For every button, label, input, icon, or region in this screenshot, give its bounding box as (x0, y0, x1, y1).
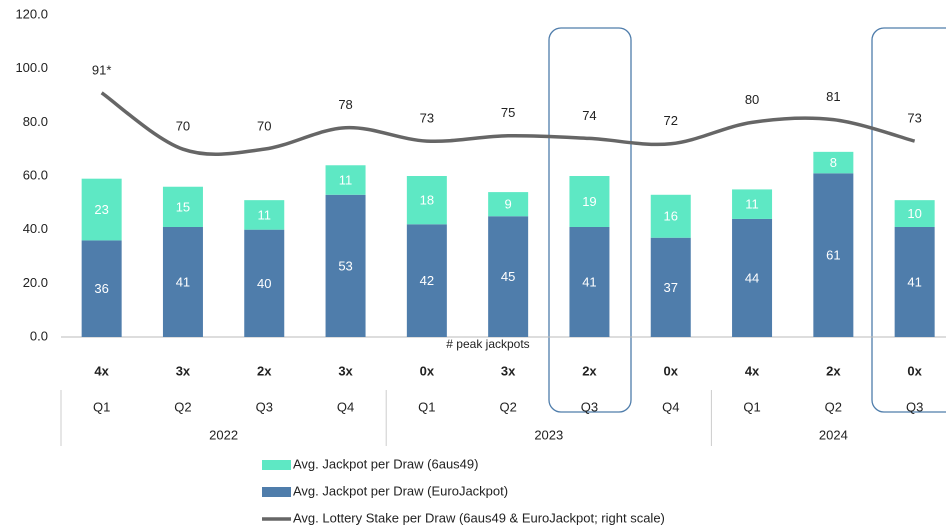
peak-count: 2x (826, 363, 841, 378)
highlight-box (548, 27, 632, 413)
line (100, 91, 916, 157)
line-value-label: 73 (907, 111, 921, 126)
y-tick-label: 100.0 (15, 60, 48, 75)
y-tick-label: 40.0 (23, 221, 48, 236)
bar (162, 226, 203, 337)
bar (81, 178, 122, 241)
bar-value-label: 18 (420, 193, 434, 208)
bar-value-label: 41 (907, 274, 921, 289)
bar (325, 194, 366, 337)
highlight-box (871, 27, 946, 413)
bar (488, 216, 529, 337)
legend-swatch (262, 487, 291, 497)
peak-count: 3x (176, 363, 191, 378)
bar (325, 165, 366, 195)
peak-count: 2x (582, 363, 597, 378)
bar-value-label: 23 (94, 202, 108, 217)
bar (406, 224, 447, 337)
line-value-label: 72 (664, 113, 678, 128)
legend-label: Avg. Lottery Stake per Draw (6aus49 & Eu… (293, 510, 665, 525)
line-value-label: 78 (338, 97, 352, 112)
x-tick-label: Q4 (662, 399, 679, 414)
peak-label: # peak jackpots (446, 337, 529, 351)
line-value-label: 73 (420, 111, 434, 126)
bar (732, 189, 773, 219)
bar (81, 240, 122, 337)
line-value-label: 80 (745, 92, 759, 107)
bar-value-label: 41 (176, 274, 190, 289)
peak-count: 0x (664, 363, 679, 378)
y-tick-label: 80.0 (23, 114, 48, 129)
x-tick-label: Q2 (825, 399, 842, 414)
peak-count: 0x (420, 363, 435, 378)
x-tick-label: Q3 (906, 399, 923, 414)
peak-count: 4x (94, 363, 109, 378)
y-tick-label: 0.0 (30, 328, 48, 343)
group-label: 2022 (209, 427, 238, 442)
line-value-label: 70 (257, 119, 271, 134)
bar (244, 200, 285, 230)
peak-count: 3x (338, 363, 353, 378)
bar-value-label: 36 (94, 281, 108, 296)
bar (488, 192, 529, 217)
bar-value-label: 53 (338, 258, 352, 273)
bar (894, 200, 935, 227)
peak-count: 4x (745, 363, 760, 378)
group-label: 2023 (534, 427, 563, 442)
bar (569, 176, 610, 227)
bar (813, 151, 854, 174)
line-value-label: 74 (582, 108, 596, 123)
x-tick-label: Q2 (499, 399, 516, 414)
bar (894, 226, 935, 337)
bar (650, 237, 691, 337)
y-tick-label: 20.0 (23, 275, 48, 290)
bar-value-label: 11 (339, 172, 353, 187)
bar-value-label: 45 (501, 269, 515, 284)
bar-value-label: 37 (664, 280, 678, 295)
group-label: 2024 (819, 427, 848, 442)
line-value-label: 75 (501, 105, 515, 120)
bar-value-label: 40 (257, 276, 271, 291)
bar (732, 218, 773, 337)
line-value-label: 70 (176, 119, 190, 134)
line-value-label: 91* (92, 62, 112, 77)
bar-value-label: 44 (745, 270, 759, 285)
bar (162, 186, 203, 227)
x-tick-label: Q1 (743, 399, 760, 414)
bar-value-label: 41 (582, 274, 596, 289)
x-tick-label: Q1 (93, 399, 110, 414)
peak-count: 0x (907, 363, 922, 378)
bar-value-label: 9 (505, 197, 512, 212)
bar-value-label: 11 (258, 207, 272, 222)
bar-value-label: 42 (420, 273, 434, 288)
peak-count: 2x (257, 363, 272, 378)
bar (406, 176, 447, 225)
legend-label: Avg. Jackpot per Draw (6aus49) (293, 456, 478, 471)
bar (569, 226, 610, 337)
x-tick-label: Q4 (337, 399, 354, 414)
x-tick-label: Q3 (256, 399, 273, 414)
x-tick-label: Q1 (418, 399, 435, 414)
peak-count: 3x (501, 363, 516, 378)
bar (650, 194, 691, 238)
bar-value-label: 61 (826, 248, 840, 263)
legend-swatch (262, 460, 291, 470)
bar-value-label: 19 (582, 194, 596, 209)
bar (244, 229, 285, 337)
bar (813, 173, 854, 337)
x-tick-label: Q2 (174, 399, 191, 414)
x-tick-label: Q3 (581, 399, 598, 414)
line-value-label: 81 (826, 89, 840, 104)
y-tick-label: 120.0 (15, 6, 48, 21)
bar-value-label: 16 (664, 209, 678, 224)
legend-label: Avg. Jackpot per Draw (EuroJackpot) (293, 483, 508, 498)
bar-value-label: 10 (907, 206, 921, 221)
bar-value-label: 11 (745, 197, 759, 212)
bar-value-label: 15 (176, 199, 190, 214)
bar-value-label: 8 (830, 155, 837, 170)
y-tick-label: 60.0 (23, 167, 48, 182)
